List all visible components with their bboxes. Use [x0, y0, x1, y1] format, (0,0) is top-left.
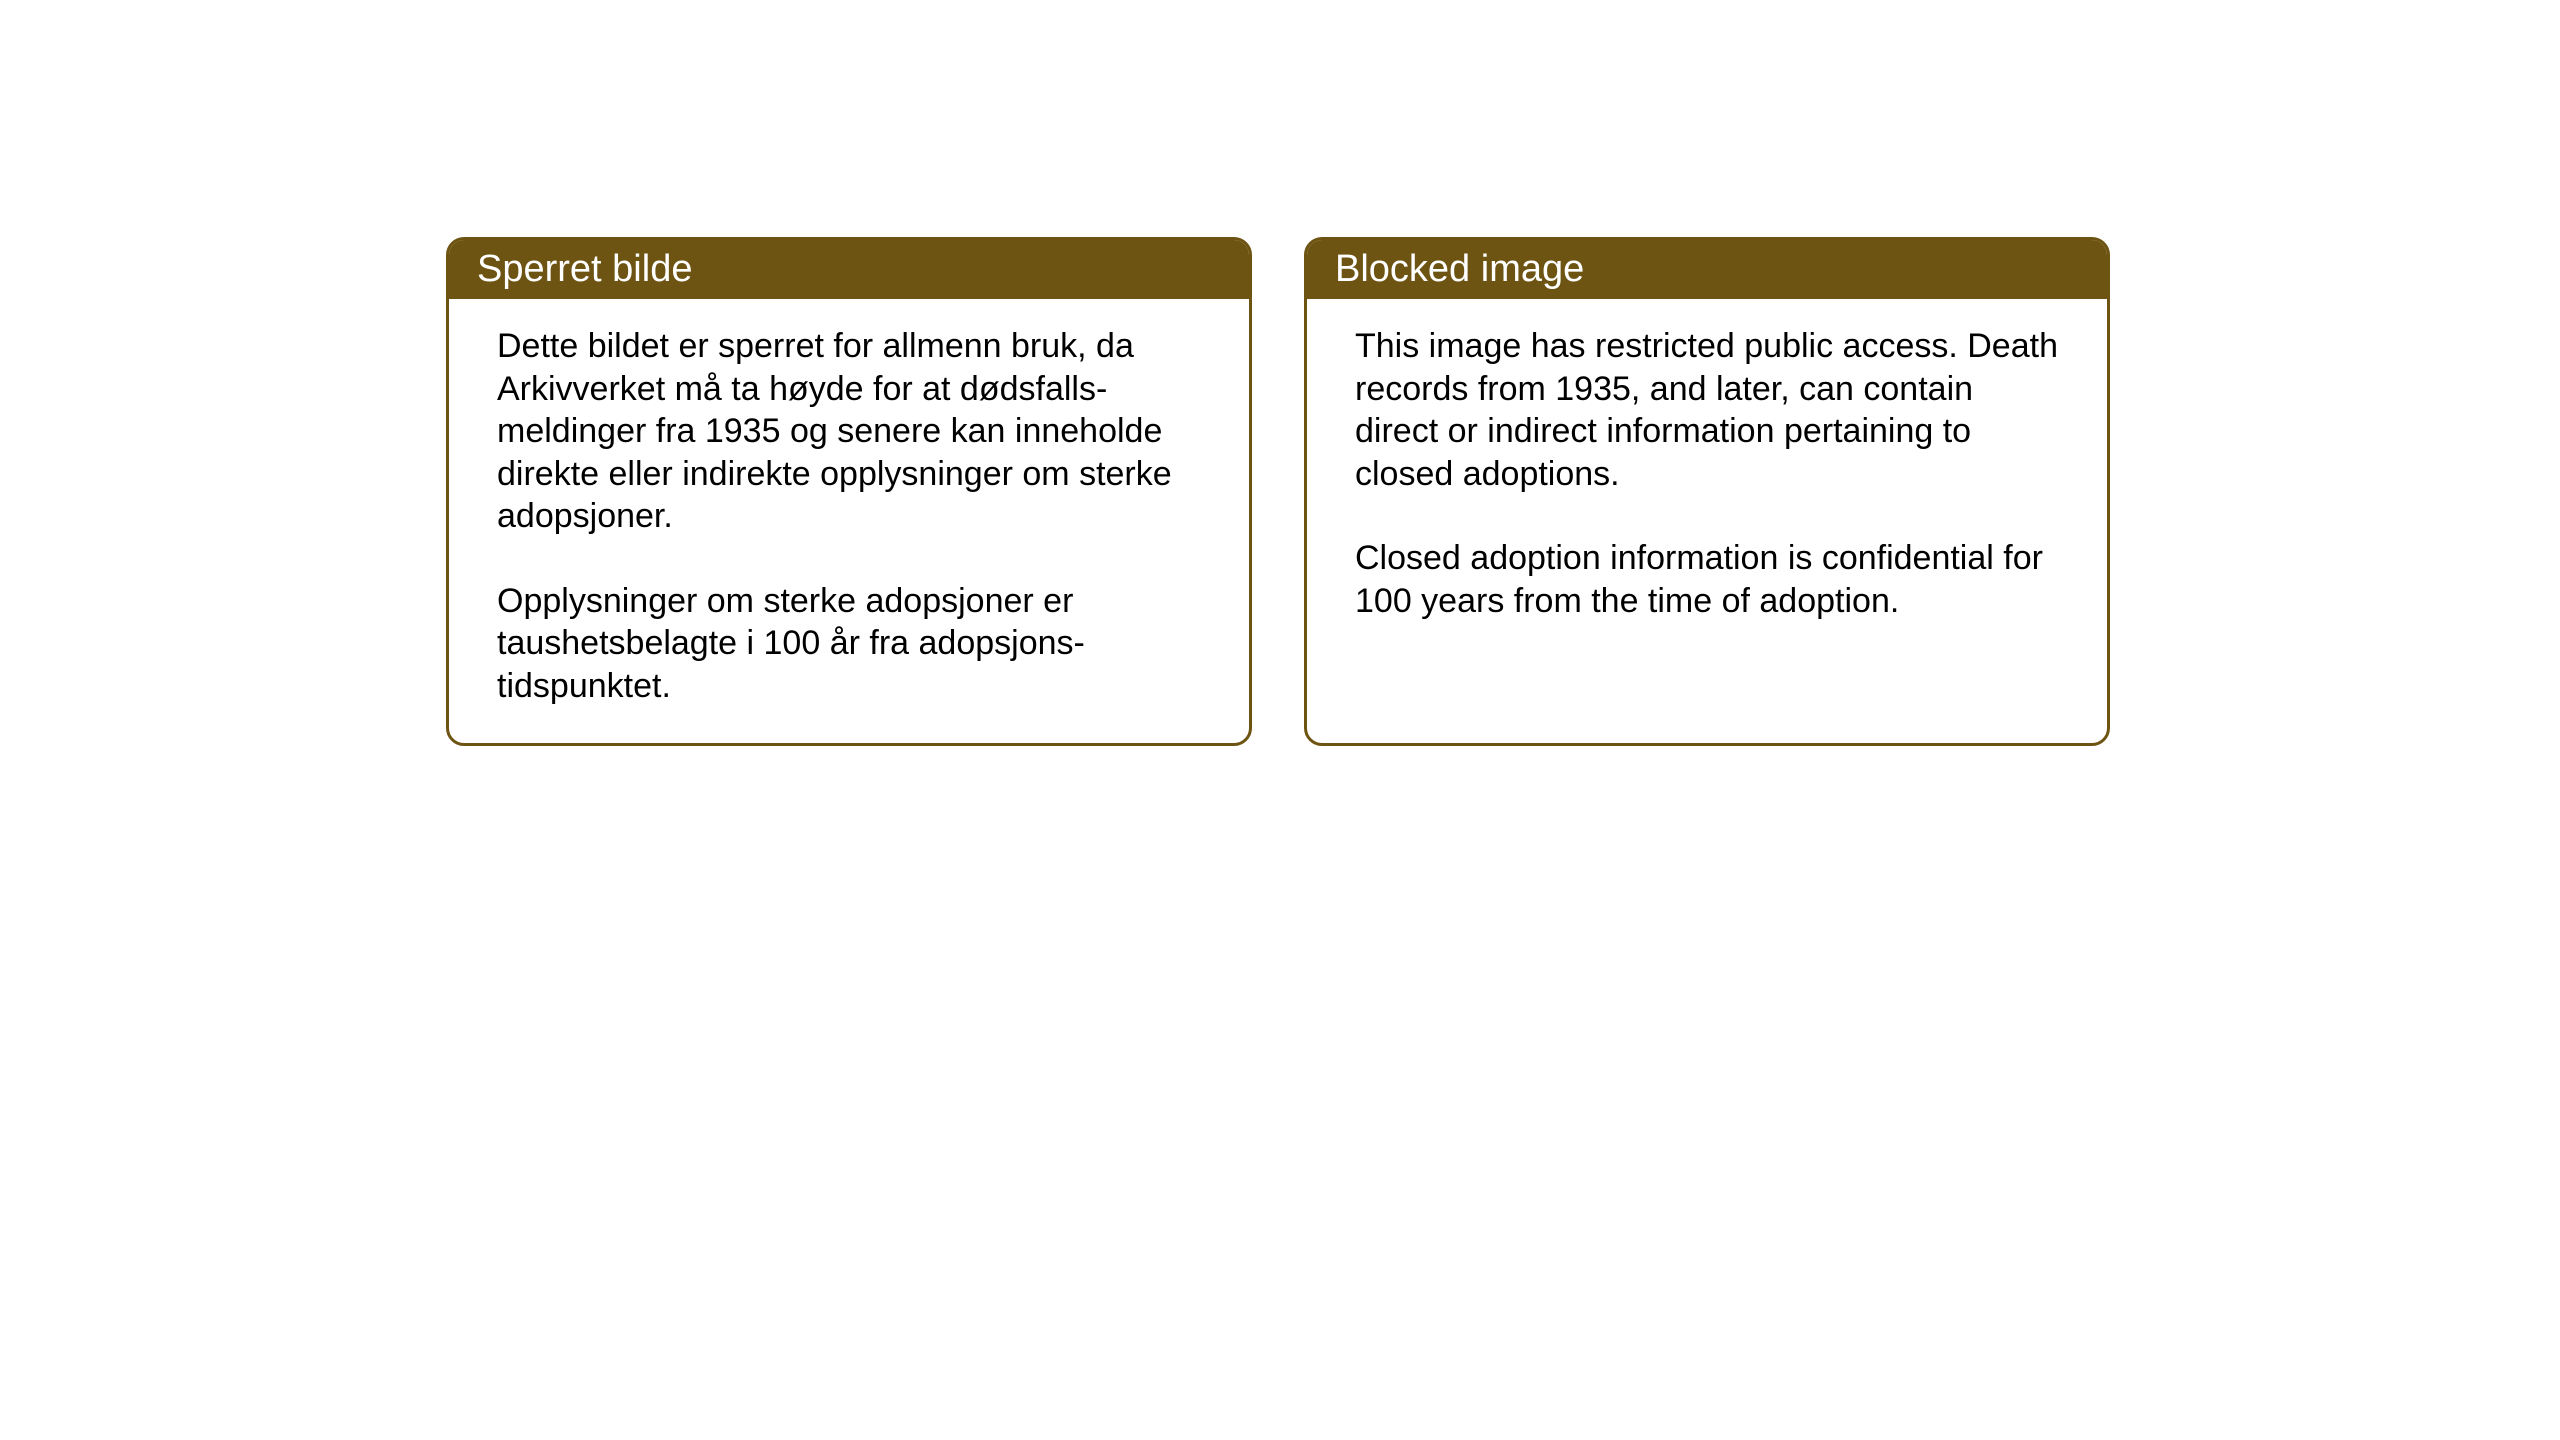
notice-box-english: Blocked image This image has restricted …	[1304, 237, 2110, 746]
notice-box-norwegian: Sperret bilde Dette bildet er sperret fo…	[446, 237, 1252, 746]
notice-body-norwegian: Dette bildet er sperret for allmenn bruk…	[449, 299, 1249, 743]
notice-title-english: Blocked image	[1335, 248, 1584, 290]
notice-title-norwegian: Sperret bilde	[477, 248, 692, 290]
notice-paragraph-1-english: This image has restricted public access.…	[1355, 325, 2059, 495]
notice-paragraph-1-norwegian: Dette bildet er sperret for allmenn bruk…	[497, 325, 1201, 538]
notice-paragraph-2-english: Closed adoption information is confident…	[1355, 537, 2059, 622]
notice-paragraph-2-norwegian: Opplysninger om sterke adopsjoner er tau…	[497, 580, 1201, 708]
notice-body-english: This image has restricted public access.…	[1307, 299, 2107, 658]
notice-header-norwegian: Sperret bilde	[449, 240, 1249, 299]
notice-header-english: Blocked image	[1307, 240, 2107, 299]
notice-container: Sperret bilde Dette bildet er sperret fo…	[446, 237, 2110, 746]
